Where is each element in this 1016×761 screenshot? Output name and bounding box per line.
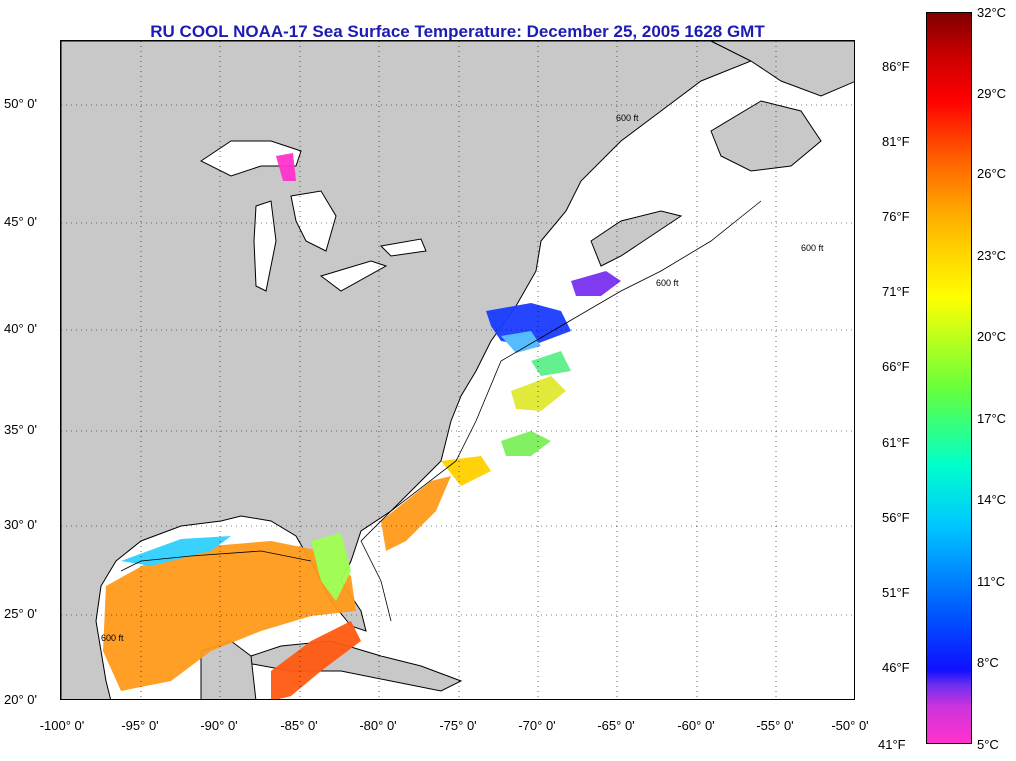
colorbar-fahrenheit-label: 76°F [882, 209, 910, 224]
lon-label-100: -100° 0' [39, 718, 85, 733]
colorbar-celsius-label: 11°C [977, 574, 1006, 589]
lake-huron [290, 190, 337, 252]
lon-label-80: -80° 0' [359, 718, 397, 733]
colorbar-fahrenheit-label: 86°F [882, 59, 910, 74]
isobath-label: 600 ft [656, 278, 679, 288]
lake-erie [319, 260, 388, 292]
colorbar-celsius-label: 8°C [977, 655, 999, 670]
colorbar-celsius-label: 26°C [977, 166, 1007, 181]
map-canvas: 600 ft 600 ft 600 ft 600 ft [61, 41, 854, 699]
sst-data-layer [103, 153, 621, 699]
lon-label-65: -65° 0' [597, 718, 635, 733]
colorbar-fahrenheit-label: 51°F [882, 585, 910, 600]
colorbar-celsius-label: 32°C [977, 5, 1007, 20]
sst-map: 600 ft 600 ft 600 ft 600 ft [60, 40, 855, 700]
isobath-600ft-line [120, 200, 762, 622]
colorbar-fahrenheit-label: 71°F [882, 284, 910, 299]
graticule [61, 41, 854, 699]
lon-label-95: -95° 0' [121, 718, 159, 733]
temperature-colorbar [926, 12, 972, 744]
colorbar-celsius-label: 5°C [977, 737, 999, 752]
colorbar-fahrenheit-label: 81°F [882, 134, 910, 149]
lat-label-45: 45° 0' [4, 214, 37, 229]
colorbar-celsius-label: 14°C [977, 492, 1007, 507]
map-title: RU COOL NOAA-17 Sea Surface Temperature:… [150, 22, 765, 41]
lake-ontario [379, 238, 427, 257]
colorbar-celsius-label: 29°C [977, 86, 1007, 101]
colorbar-fahrenheit-label: 46°F [882, 660, 910, 675]
isobath-label: 600 ft [101, 633, 124, 643]
lat-label-50: 50° 0' [4, 96, 37, 111]
lake-michigan [253, 200, 277, 292]
lat-label-25: 25° 0' [4, 606, 37, 621]
lake-superior [200, 140, 302, 177]
newfoundland-land [710, 100, 822, 172]
lon-label-60: -60° 0' [677, 718, 715, 733]
lon-label-55: -55° 0' [756, 718, 794, 733]
lat-label-30: 30° 0' [4, 517, 37, 532]
lon-label-50: -50° 0' [831, 718, 869, 733]
labrador-land [710, 41, 854, 97]
lon-label-70: -70° 0' [518, 718, 556, 733]
colorbar-fahrenheit-label: 61°F [882, 435, 910, 450]
colorbar-fahrenheit-label: 56°F [882, 510, 910, 525]
colorbar-fahrenheit-label: 66°F [882, 359, 910, 374]
colorbar-celsius-label: 23°C [977, 248, 1007, 263]
isobath-label: 600 ft [616, 113, 639, 123]
colorbar-fahrenheit-label: 41°F [878, 737, 906, 752]
colorbar-celsius-label: 17°C [977, 411, 1007, 426]
lat-label-35: 35° 0' [4, 422, 37, 437]
isobath-label: 600 ft [801, 243, 824, 253]
lon-label-90: -90° 0' [200, 718, 238, 733]
colorbar-celsius-label: 20°C [977, 329, 1007, 344]
lat-label-40: 40° 0' [4, 321, 37, 336]
nova-scotia-land [590, 210, 683, 267]
lat-label-20: 20° 0' [4, 692, 37, 707]
lon-label-75: -75° 0' [439, 718, 477, 733]
lon-label-85: -85° 0' [280, 718, 318, 733]
